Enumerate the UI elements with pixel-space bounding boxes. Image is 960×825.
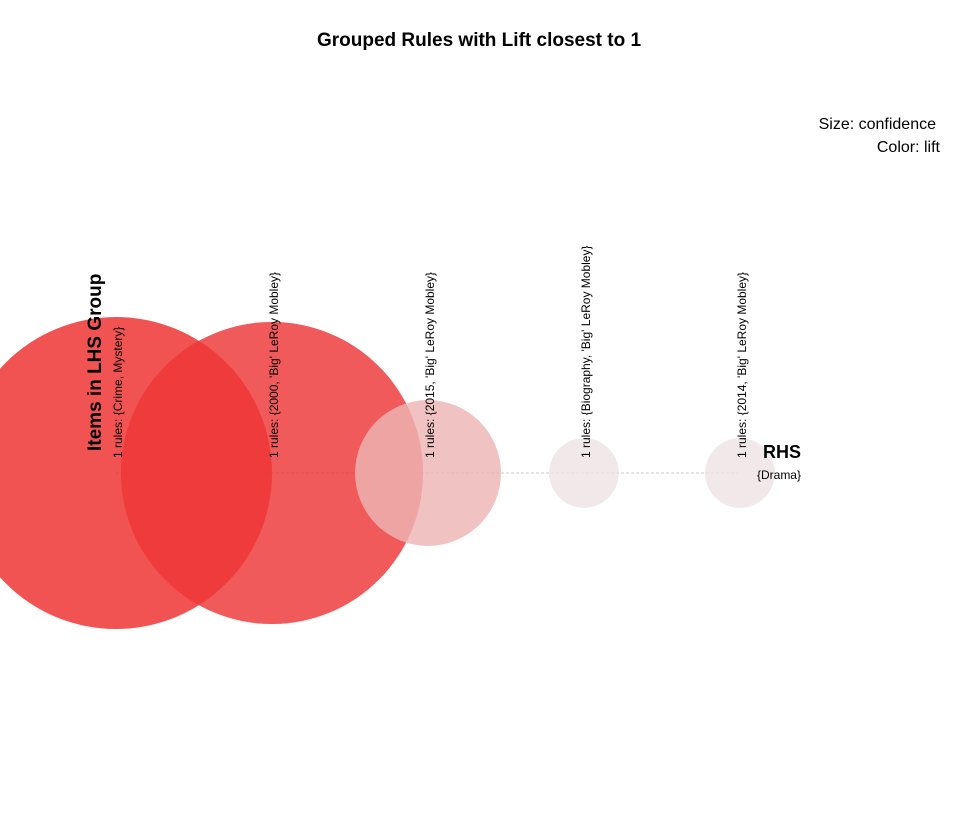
legend-size-label: Size: confidence	[819, 116, 937, 133]
group-label: 1 rules: {Crime, Mystery}	[111, 327, 125, 458]
rule-circle	[705, 438, 775, 508]
rule-circle	[355, 400, 501, 546]
rule-circles	[0, 317, 775, 629]
rule-circle	[549, 438, 619, 508]
group-labels: 1 rules: {Crime, Mystery} 1 rules: {2000,…	[111, 246, 749, 458]
group-label: 1 rules: {2015, 'Big' LeRoy Mobley}	[423, 272, 437, 458]
rhs-items: {Drama}	[757, 468, 801, 482]
group-label: 1 rules: {2000, 'Big' LeRoy Mobley}	[267, 272, 281, 458]
rhs-item-label: {Drama}	[757, 468, 801, 482]
rhs-axis-title: RHS	[763, 442, 801, 462]
legend-color-label: Color: lift	[877, 139, 941, 156]
lhs-axis-title: Items in LHS Group	[85, 274, 106, 451]
chart-title: Grouped Rules with Lift closest to 1	[317, 30, 642, 51]
group-label: 1 rules: {2014, 'Big' LeRoy Mobley}	[735, 272, 749, 458]
rule-circle	[120, 321, 424, 625]
group-label: 1 rules: {Biography, 'Big' LeRoy Mobley}	[579, 246, 593, 458]
